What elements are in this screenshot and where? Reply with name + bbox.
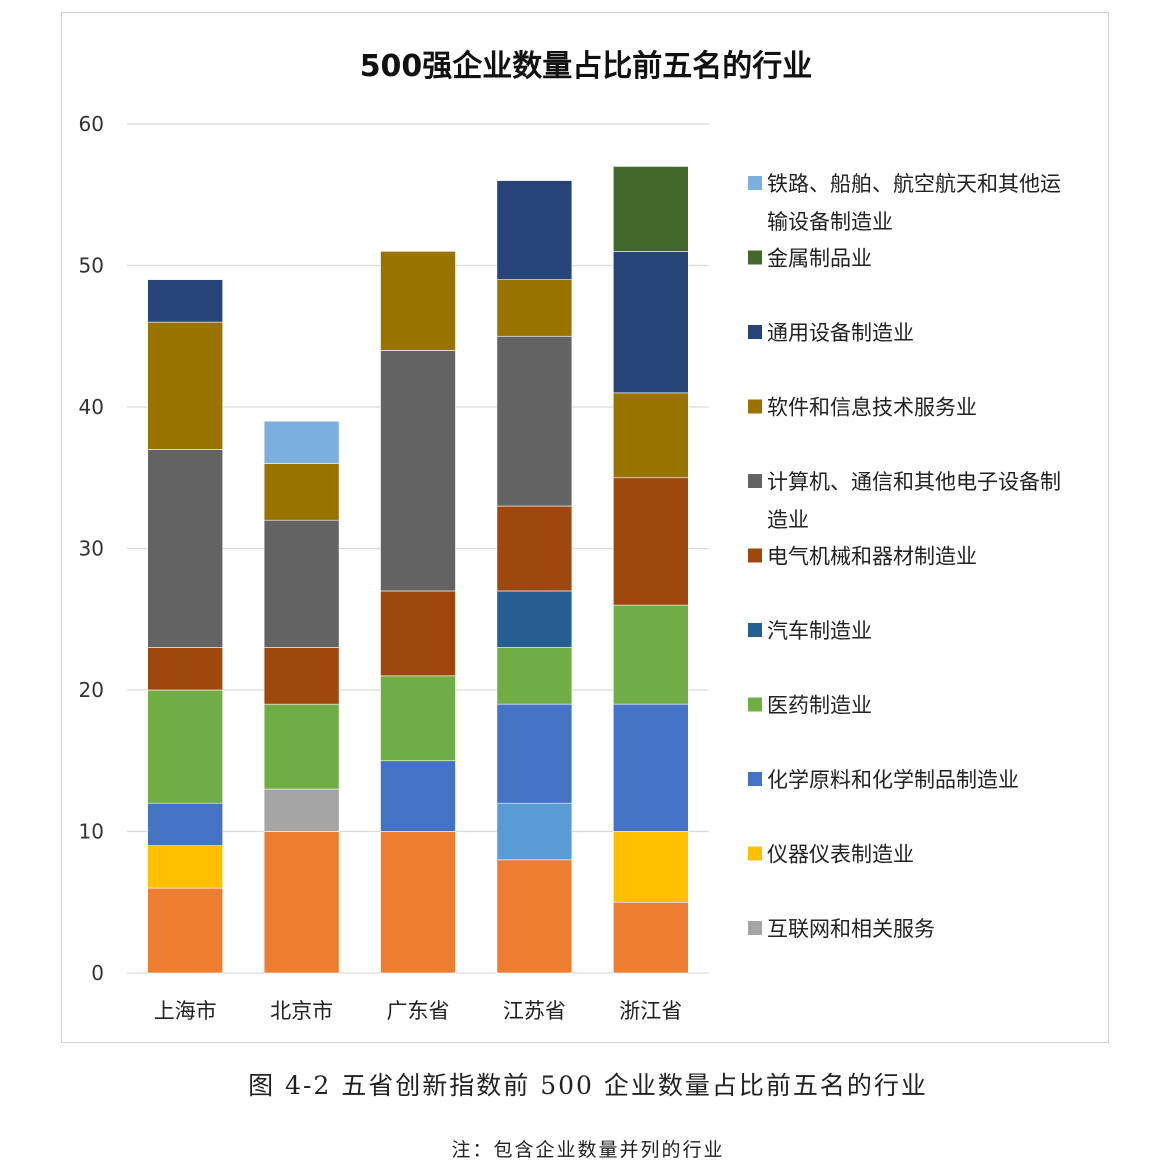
legend-marker [748,623,762,637]
bars [147,166,689,974]
figure-caption: 图 4-2 五省创新指数前 500 企业数量占比前五名的行业 [248,1071,928,1100]
bar-segment [263,788,340,832]
bar-segment [147,887,223,974]
bar-segment [263,463,340,521]
legend-label: 金属制品业 [767,247,872,271]
bar-segment [496,802,573,861]
bar-segment [612,901,689,974]
bar-segment [380,675,456,762]
legend-marker [748,474,762,488]
bar-segment [263,519,340,648]
y-tick-label: 30 [79,537,104,561]
bar-segment [147,449,223,648]
y-tick-label: 60 [79,112,104,136]
legend-marker [748,697,762,712]
bar-segment [263,647,340,705]
legend-label: 造业 [767,508,809,532]
x-axis-ticks: 上海市 北京市 广东省 江苏省 浙江省 [154,999,683,1023]
bar-segment [263,420,340,464]
bar-segment [612,604,689,705]
legend-marker [748,846,762,861]
legend-marker [748,176,762,190]
legend-label: 医药制造业 [767,694,872,718]
x-tick-label: 北京市 [270,999,333,1023]
bar-segment [612,703,689,832]
legend-marker [748,250,762,265]
legend-label: 汽车制造业 [767,619,872,643]
y-tick-label: 40 [79,395,104,419]
legend: 铁路、船舶、航空航天和其他运输设备制造业金属制品业通用设备制造业软件和信息技术服… [748,172,1061,941]
legend-label: 铁路、船舶、航空航天和其他运 [767,172,1061,196]
bar-segment [147,279,223,323]
x-tick-label: 广东省 [387,999,450,1023]
bar-segment [612,392,689,479]
legend-marker [748,399,762,414]
bar-segment [496,180,573,280]
bar-segment [147,321,223,450]
y-tick-label: 20 [79,678,104,702]
bar-segment [612,477,689,606]
legend-label: 化学原料和化学制品制造业 [767,768,1019,792]
bar-segment [380,760,456,832]
bar-segment [147,647,223,691]
bar-segment [612,166,689,252]
bar-segment [496,647,573,705]
legend-label: 计算机、通信和其他电子设备制 [767,470,1061,494]
y-tick-label: 10 [79,820,104,844]
y-tick-label: 50 [79,254,104,278]
legend-marker [748,325,762,339]
bar-segment [496,505,573,592]
chart-title: 500强企业数量占比前五名的行业 [360,49,813,84]
bar-segment [380,831,456,974]
x-tick-label: 浙江省 [619,999,682,1023]
bar-segment [147,845,223,889]
bar-segment [496,335,573,507]
legend-label: 软件和信息技术服务业 [767,396,977,420]
bar-segment [263,831,340,974]
bar-segment [612,251,689,394]
figure-note: 注：包含企业数量并列的行业 [451,1139,725,1161]
bar-segment [612,831,689,903]
bar-segment [496,279,573,337]
bar-segment [496,590,573,648]
legend-label: 仪器仪表制造业 [767,843,914,867]
legend-marker [748,772,762,786]
legend-label: 电气机械和器材制造业 [767,545,977,569]
bar-segment [380,350,456,592]
chart-frame: 500强企业数量占比前五名的行业 0 10 20 30 40 50 60 上海市 北京市 广东省… [61,12,1109,1043]
bar-segment [380,251,456,351]
bar-segment [147,802,223,846]
x-tick-label: 上海市 [154,999,217,1023]
legend-label: 通用设备制造业 [767,321,914,345]
x-tick-label: 江苏省 [503,999,566,1023]
bar-segment [147,689,223,804]
bar-segment [263,703,340,790]
stacked-bar-chart: 500强企业数量占比前五名的行业 0 10 20 30 40 50 60 上海市 北京市 广东省… [79,49,1061,1023]
legend-label: 互联网和相关服务 [767,917,935,941]
bar-segment [496,703,573,804]
y-axis-ticks: 0 10 20 30 40 50 60 [79,112,104,985]
y-tick-label: 0 [91,961,104,985]
legend-marker [748,921,762,935]
legend-label: 输设备制造业 [767,210,893,234]
legend-marker [748,548,762,563]
bar-segment [380,590,456,677]
bar-segment [496,859,573,974]
